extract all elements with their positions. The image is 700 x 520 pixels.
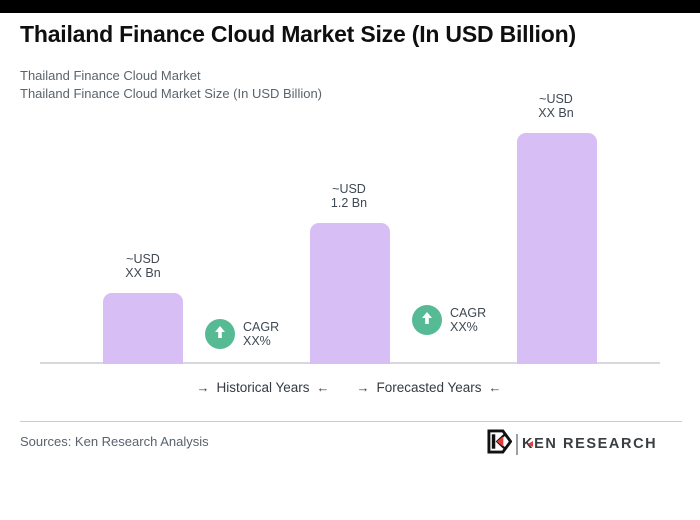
footer-divider bbox=[20, 421, 682, 422]
bar bbox=[517, 133, 597, 364]
bar-value-line2: XX Bn bbox=[538, 106, 574, 120]
bar-value-line1: ~USD bbox=[126, 252, 160, 266]
axis-group-label: Historical Years bbox=[216, 379, 310, 395]
logo-separator bbox=[516, 433, 518, 455]
logo-wordmark: K EN RESEARCH bbox=[522, 436, 657, 452]
ken-research-logo: K EN RESEARCH bbox=[487, 429, 657, 459]
bar-value-line1: ~USD bbox=[539, 92, 573, 106]
left-arrow-icon: ← bbox=[316, 379, 330, 395]
bar-value-line2: 1.2 Bn bbox=[330, 196, 368, 210]
x-axis-group-historical: → Historical Years ← bbox=[196, 378, 329, 396]
bar-value-label: ~USD XX Bn bbox=[73, 252, 213, 280]
subtitle-line-1: Thailand Finance Cloud Market bbox=[20, 68, 201, 83]
logo-rest-letters: EN RESEARCH bbox=[534, 436, 658, 452]
subtitle-line-2: Thailand Finance Cloud Market Size (In U… bbox=[20, 86, 323, 101]
cagr-label: CAGR bbox=[243, 320, 280, 334]
right-arrow-icon: → bbox=[356, 379, 370, 395]
bar bbox=[103, 293, 183, 364]
right-arrow-icon: → bbox=[196, 379, 210, 395]
ken-research-emblem-icon bbox=[487, 429, 513, 459]
left-arrow-icon: ← bbox=[488, 379, 502, 395]
axis-group-label: Forecasted Years bbox=[376, 379, 482, 395]
x-axis-group-forecasted: → Forecasted Years ← bbox=[356, 378, 501, 396]
bar-value-line1: ~USD bbox=[332, 182, 366, 196]
arrow-up-icon bbox=[419, 310, 435, 331]
cagr-value: XX% bbox=[243, 334, 271, 348]
bar-value-label: ~USD XX Bn bbox=[486, 92, 626, 120]
cagr-value: XX% bbox=[450, 320, 478, 334]
cagr-badge bbox=[412, 305, 442, 335]
bar-value-line2: XX Bn bbox=[125, 266, 161, 280]
arrow-up-icon bbox=[212, 324, 228, 345]
chart-subtitle: Thailand Finance Cloud Market Thailand F… bbox=[20, 67, 500, 103]
sources-text: Sources: Ken Research Analysis bbox=[20, 434, 209, 449]
logo-k-letter: K bbox=[522, 436, 535, 452]
cagr-badge bbox=[205, 319, 235, 349]
cagr-annotation: CAGR XX% bbox=[450, 306, 486, 334]
bar bbox=[310, 223, 390, 364]
cagr-annotation: CAGR XX% bbox=[243, 320, 279, 348]
top-black-bar bbox=[0, 0, 700, 13]
page-title: Thailand Finance Cloud Market Size (In U… bbox=[20, 21, 576, 47]
bar-value-label: ~USD 1.2 Bn bbox=[279, 182, 419, 210]
cagr-label: CAGR bbox=[450, 306, 487, 320]
